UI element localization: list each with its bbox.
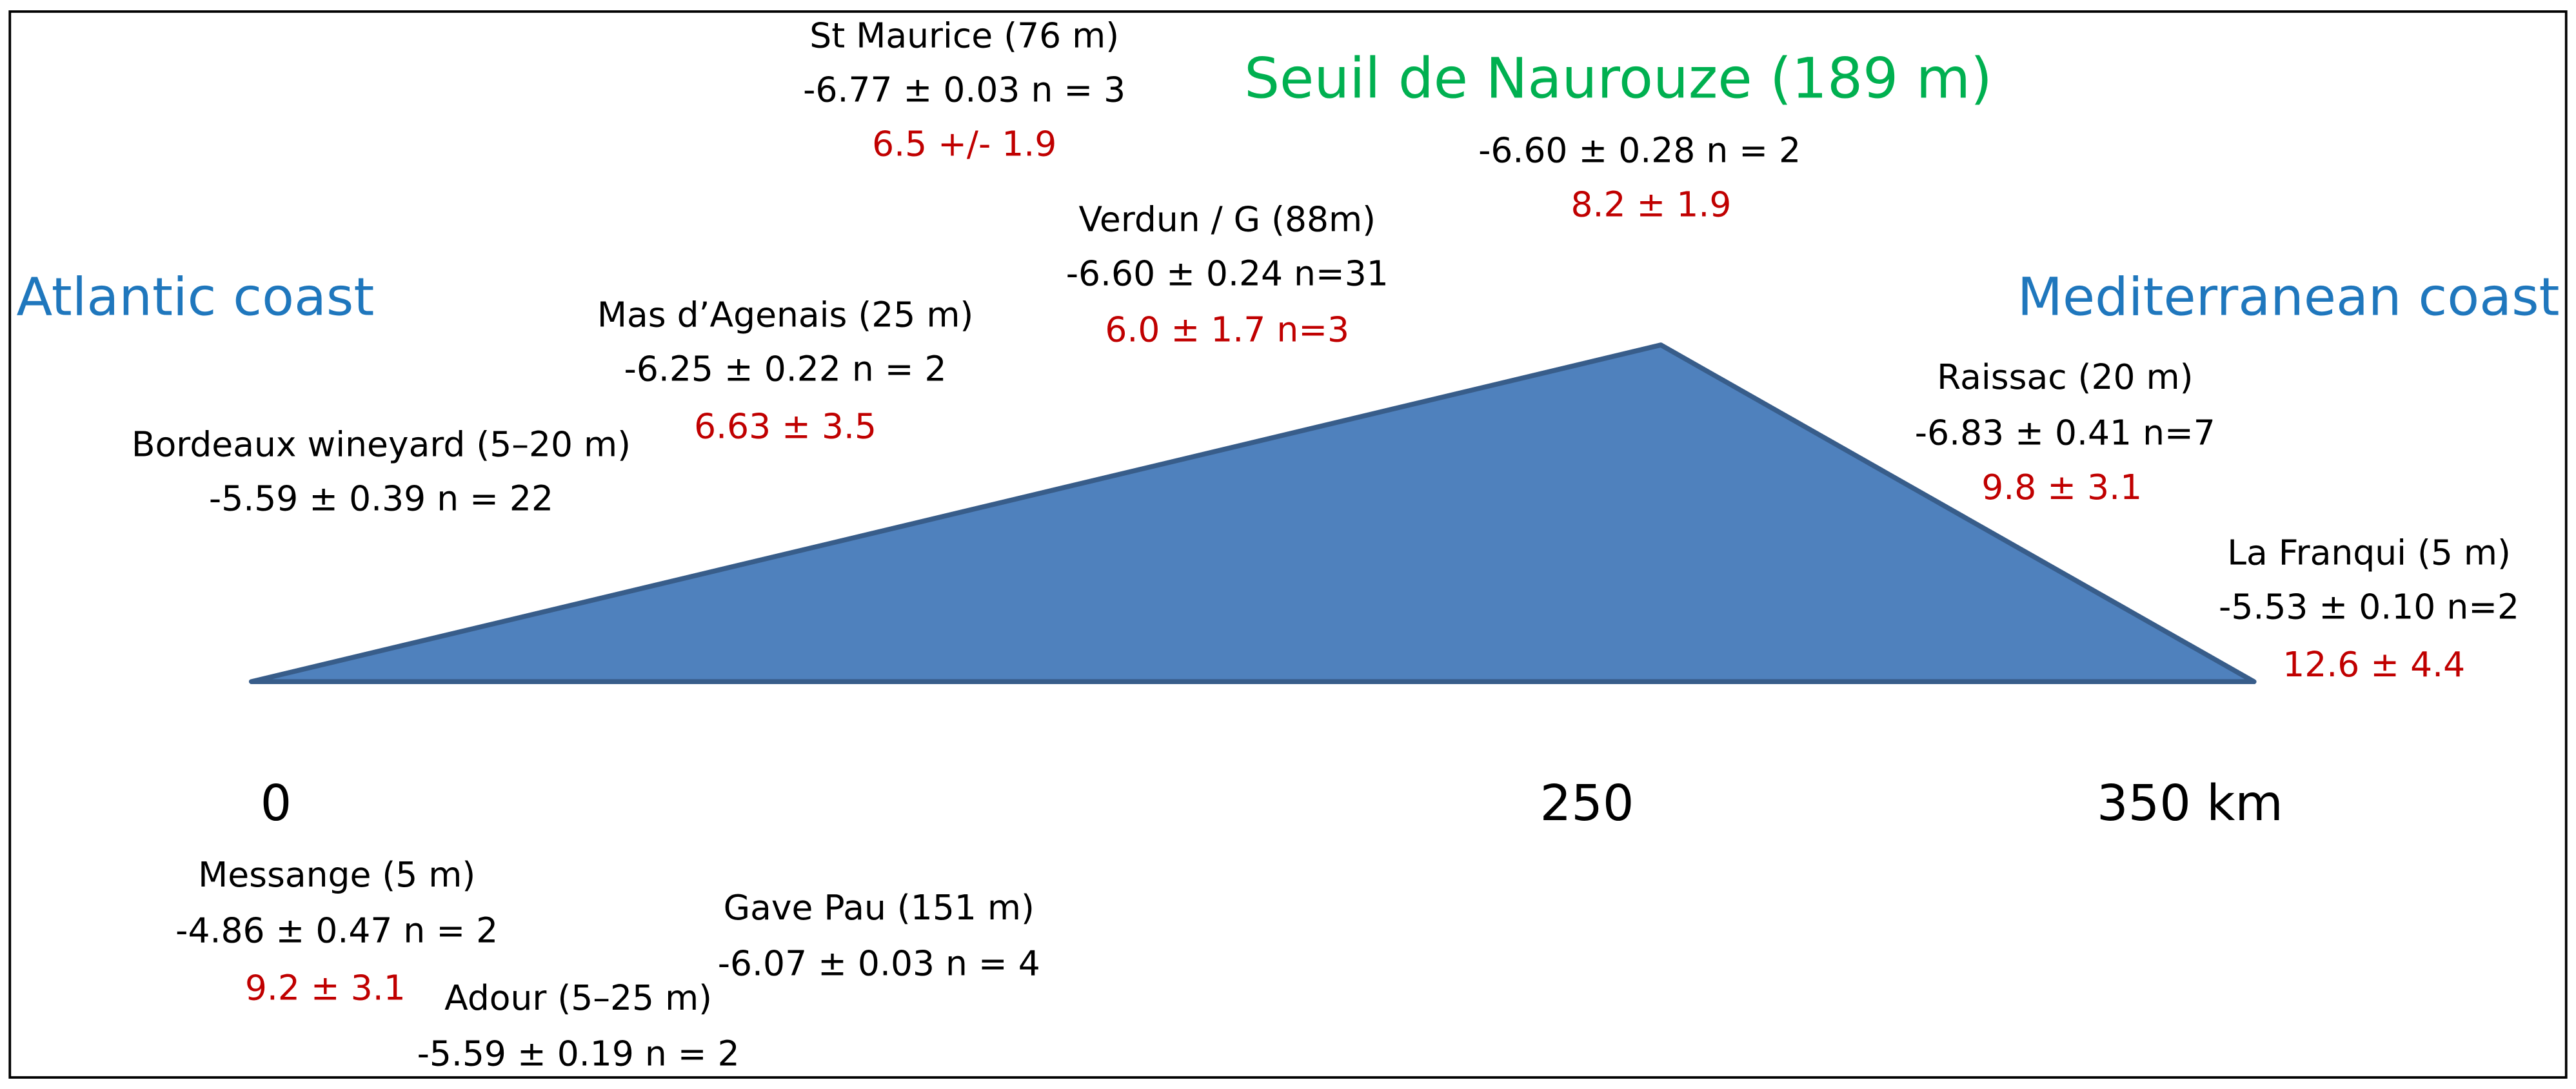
site-name: St Maurice (76 m) [809, 15, 1119, 55]
site-name: Adour (5–25 m) [444, 977, 712, 1018]
site-stats: -6.07 ± 0.03 n = 4 [718, 943, 1040, 983]
site-name: Verdun / G (88m) [1079, 199, 1376, 240]
site-name: Gave Pau (151 m) [724, 887, 1035, 928]
site-stats: -5.59 ± 0.39 n = 22 [209, 478, 553, 519]
summit-extra: 8.2 ± 1.9 [1570, 184, 1731, 225]
site-name: Raissac (20 m) [1937, 357, 2193, 397]
summit-title: Seuil de Naurouze (189 m) [1244, 46, 1992, 111]
coast-label: Atlantic coast [16, 267, 374, 328]
site-name: Bordeaux wineyard (5–20 m) [132, 424, 631, 465]
site-extra: 12.6 ± 4.4 [2283, 644, 2465, 685]
site-stats: -6.83 ± 0.41 n=7 [1915, 413, 2215, 453]
coast-label: Mediterranean coast [2017, 267, 2560, 328]
axis-label: 250 [1540, 775, 1634, 832]
site-extra: 6.5 +/- 1.9 [872, 123, 1056, 164]
site-stats: -6.60 ± 0.24 n=31 [1066, 253, 1389, 294]
axis-label: 350 km [2097, 775, 2283, 832]
site-stats: -5.53 ± 0.10 n=2 [2219, 587, 2519, 627]
site-name: Mas d’Agenais (25 m) [597, 294, 973, 335]
elevation-profile [248, 342, 2257, 685]
site-name: Messange (5 m) [198, 854, 475, 895]
summit-stats: -6.60 ± 0.28 n = 2 [1478, 130, 1801, 171]
site-name: La Franqui (5 m) [2227, 533, 2511, 573]
site-stats: -5.59 ± 0.19 n = 2 [417, 1034, 740, 1074]
axis-label: 0 [261, 775, 292, 832]
site-stats: -4.86 ± 0.47 n = 2 [175, 910, 498, 951]
site-extra: 9.8 ± 3.1 [1981, 467, 2142, 507]
site-stats: -6.77 ± 0.03 n = 3 [803, 69, 1125, 110]
site-extra: 6.63 ± 3.5 [694, 406, 877, 447]
site-extra: 9.2 ± 3.1 [245, 968, 406, 1008]
site-stats: -6.25 ± 0.22 n = 2 [624, 348, 947, 389]
site-extra: 6.0 ± 1.7 n=3 [1105, 309, 1349, 349]
